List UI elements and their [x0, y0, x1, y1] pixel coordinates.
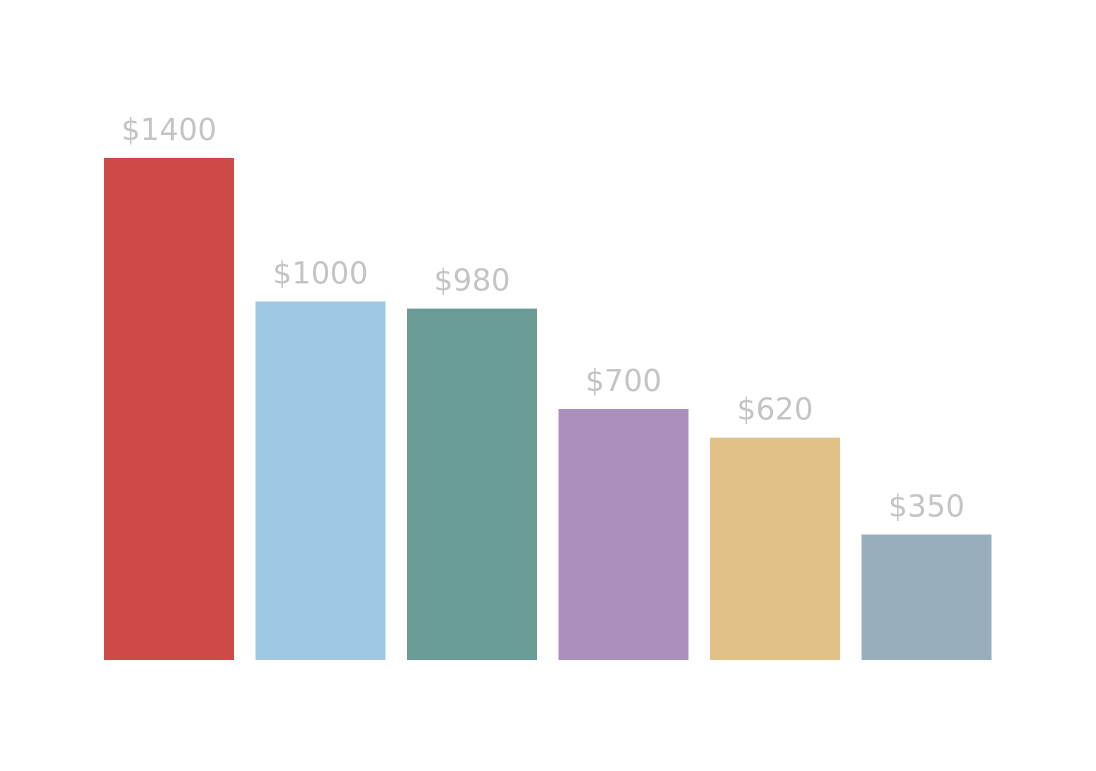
bar: [861, 534, 992, 660]
value-label: $1400: [121, 113, 216, 148]
bar: [255, 301, 386, 660]
value-label: $620: [737, 393, 813, 428]
bar: [104, 158, 234, 660]
bar: [558, 409, 689, 660]
value-label: $350: [888, 490, 964, 525]
value-label: $1000: [273, 256, 368, 291]
value-label: $700: [585, 364, 661, 399]
value-label: $980: [434, 264, 510, 299]
bar: [710, 437, 840, 660]
bar: [407, 308, 537, 660]
